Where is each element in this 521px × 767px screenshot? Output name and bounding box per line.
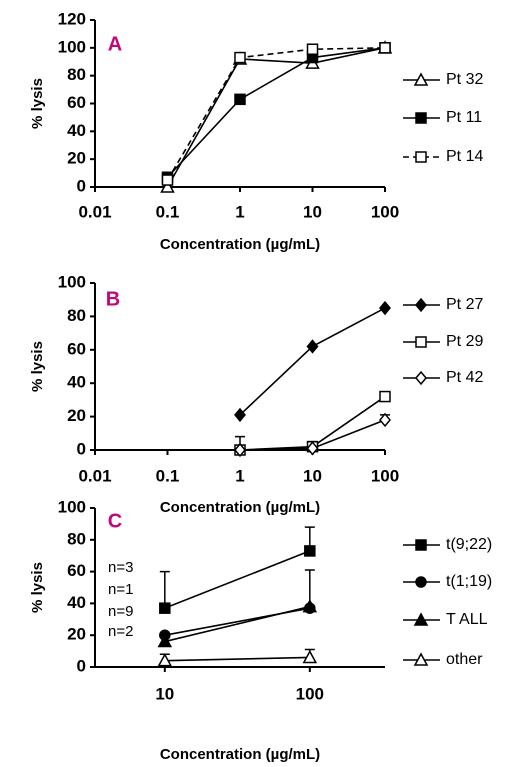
y-tick-label: 20	[67, 149, 86, 168]
legend-label: Pt 32	[446, 71, 483, 88]
y-tick-label: 0	[77, 176, 86, 195]
series-line	[239, 307, 386, 416]
marker	[159, 602, 171, 614]
x-axis-title: Concentration (µg/mL)	[160, 746, 320, 763]
error-bar	[159, 570, 170, 609]
legend-marker	[415, 576, 427, 588]
series-line	[164, 550, 311, 609]
x-tick-label: 1	[235, 466, 244, 485]
x-tick-label: 10	[303, 466, 322, 485]
legend-label: t(1;19)	[446, 573, 492, 590]
y-tick-label: 40	[67, 373, 86, 392]
marker	[379, 390, 391, 403]
marker	[160, 179, 175, 193]
marker	[379, 300, 391, 316]
x-tick-label: 10	[303, 202, 322, 221]
marker	[302, 649, 318, 664]
y-tick-label: 0	[77, 656, 86, 675]
y-tick-label: 60	[67, 339, 86, 358]
x-tick-label: 0.1	[156, 202, 180, 221]
legend-label: Pt 27	[446, 296, 483, 313]
legend-marker	[413, 612, 429, 626]
y-tick-label: 60	[67, 93, 86, 112]
y-tick-label: 80	[67, 65, 86, 84]
marker	[306, 441, 319, 456]
x-axis-title: Concentration (µg/mL)	[160, 236, 320, 253]
annotation: n=3	[108, 559, 133, 576]
legend-label: Pt 42	[446, 369, 483, 386]
y-tick-label: 120	[58, 9, 86, 28]
legend-marker	[413, 72, 429, 86]
x-tick-label: 0.01	[78, 202, 111, 221]
panel-label: C	[108, 510, 122, 532]
marker	[306, 43, 319, 55]
y-tick-label: 40	[67, 121, 86, 140]
y-tick-label: 60	[67, 561, 86, 580]
y-tick-label: 100	[58, 497, 86, 516]
legend-marker	[415, 370, 427, 386]
legend-label: t(9;22)	[446, 536, 492, 553]
x-tick-label: 10	[155, 684, 174, 703]
y-tick-label: 100	[58, 272, 86, 291]
y-tick-label: 20	[67, 625, 86, 644]
y-tick-label: 40	[67, 593, 86, 612]
marker	[379, 42, 391, 54]
series-line	[166, 47, 386, 178]
marker	[157, 653, 173, 667]
marker	[302, 599, 318, 613]
x-tick-label: 100	[296, 684, 324, 703]
legend-label: other	[446, 651, 483, 668]
annotation: n=9	[108, 603, 133, 620]
legend-label: T ALL	[446, 611, 488, 628]
y-tick-label: 0	[77, 439, 86, 458]
legend-label: Pt 29	[446, 333, 483, 350]
legend-label: Pt 11	[446, 109, 482, 126]
panel-label: A	[108, 33, 122, 55]
x-tick-label: 0.01	[78, 466, 111, 485]
legend-marker	[415, 151, 427, 163]
legend-marker	[415, 539, 427, 551]
series-line	[166, 47, 386, 181]
y-axis-title: % lysis	[29, 562, 46, 613]
x-tick-label: 0.1	[156, 466, 180, 485]
marker	[379, 412, 391, 428]
x-tick-label: 1	[235, 202, 244, 221]
series-line	[166, 47, 386, 188]
marker	[234, 93, 246, 106]
y-axis-title: % lysis	[29, 341, 46, 392]
y-tick-label: 100	[58, 37, 86, 56]
x-axis-title: Concentration (µg/mL)	[160, 499, 320, 516]
marker	[157, 633, 173, 648]
annotation: n=2	[108, 623, 133, 640]
legend-label: Pt 14	[446, 148, 483, 165]
y-tick-label: 80	[67, 306, 86, 325]
marker	[234, 442, 246, 458]
x-tick-label: 100	[371, 466, 399, 485]
x-tick-label: 100	[371, 202, 399, 221]
series-line	[164, 605, 311, 643]
marker	[161, 174, 174, 186]
panel-label: B	[106, 288, 120, 310]
legend-marker	[415, 336, 427, 348]
legend-marker	[413, 652, 429, 666]
y-tick-label: 20	[67, 406, 86, 425]
marker	[234, 407, 246, 423]
marker	[306, 339, 319, 354]
annotation: n=1	[108, 581, 133, 598]
legend-marker	[415, 112, 427, 124]
marker	[304, 545, 316, 557]
marker	[234, 51, 246, 64]
y-axis-title: % lysis	[29, 78, 46, 129]
y-tick-label: 80	[67, 529, 86, 548]
series-line	[164, 656, 310, 662]
legend-marker	[415, 297, 427, 313]
